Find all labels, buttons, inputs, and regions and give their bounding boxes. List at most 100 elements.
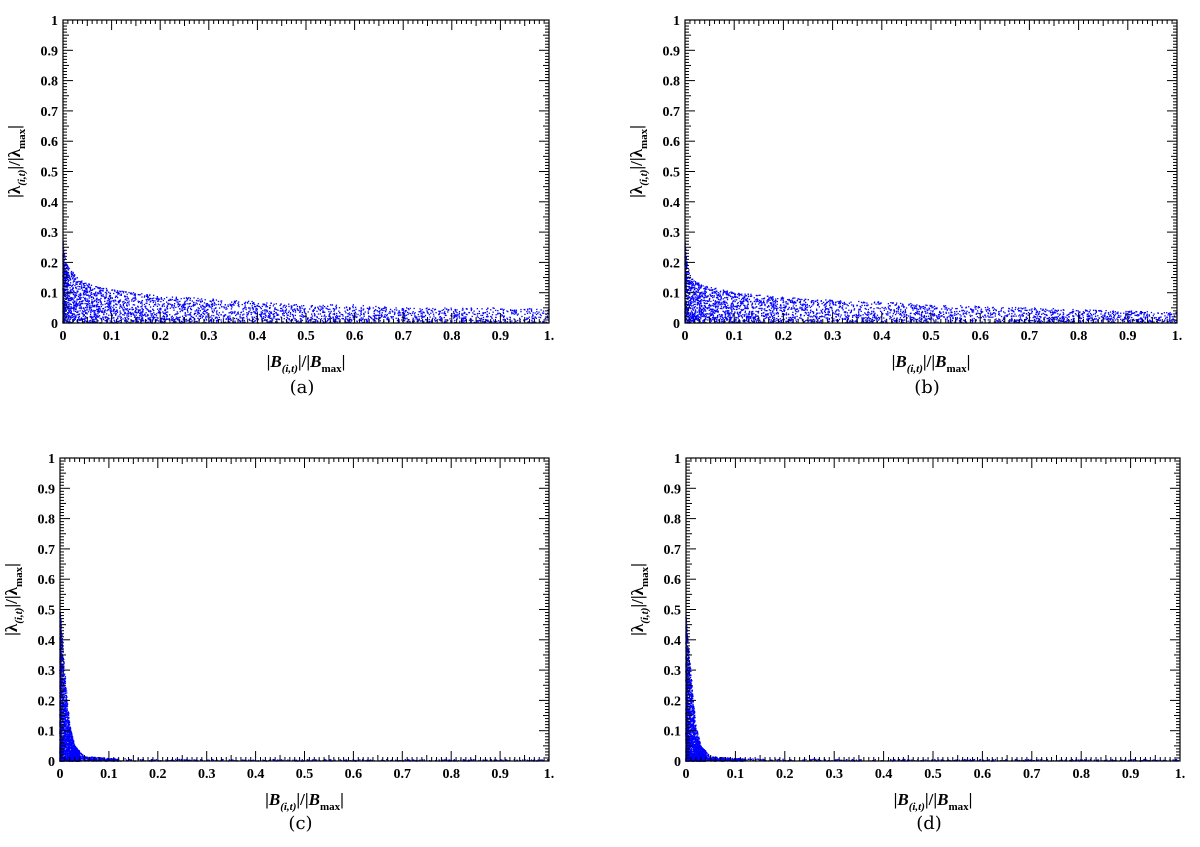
data-point (693, 298, 695, 300)
data-point (176, 311, 178, 313)
data-point (431, 310, 433, 312)
data-point (532, 314, 534, 316)
data-point (901, 305, 903, 307)
data-point (183, 302, 185, 305)
data-point (303, 310, 305, 312)
data-point (86, 300, 88, 302)
data-point (122, 303, 125, 305)
data-point (316, 315, 318, 318)
data-point (686, 280, 688, 282)
data-point (715, 320, 717, 323)
data-point (67, 282, 70, 284)
data-point (447, 309, 449, 311)
data-point (843, 318, 845, 320)
data-point (233, 301, 236, 304)
data-point (462, 307, 464, 310)
data-point (64, 305, 66, 307)
data-point (893, 311, 895, 313)
data-point (71, 273, 74, 276)
data-point (66, 271, 68, 273)
data-point (264, 319, 266, 321)
data-point (510, 309, 512, 312)
data-point (466, 313, 468, 316)
data-point (176, 317, 178, 320)
data-point (722, 292, 725, 294)
data-point (231, 301, 233, 303)
data-point (461, 312, 463, 315)
data-point (140, 315, 143, 317)
data-point (1089, 315, 1091, 317)
data-point (95, 293, 97, 295)
data-point (70, 317, 72, 319)
data-point (746, 297, 749, 300)
data-point (409, 307, 411, 310)
data-point (233, 312, 235, 314)
data-point (211, 304, 213, 306)
data-point (104, 303, 106, 305)
data-point (398, 319, 400, 321)
data-point (502, 309, 505, 312)
data-point (263, 303, 265, 305)
data-point (158, 304, 161, 306)
data-point (406, 317, 408, 319)
data-point (89, 308, 91, 310)
data-point (1030, 309, 1032, 311)
data-point (124, 301, 127, 304)
data-point (383, 316, 385, 318)
data-point (1132, 312, 1134, 315)
data-point (145, 302, 147, 304)
data-point (921, 317, 923, 319)
data-point (169, 314, 171, 316)
data-point (108, 299, 110, 302)
data-point (720, 305, 723, 307)
data-point (720, 303, 722, 305)
data-point (67, 299, 70, 301)
data-point (813, 301, 815, 304)
data-point (91, 293, 93, 295)
data-point (77, 313, 79, 316)
data-point (137, 300, 139, 302)
data-point (276, 313, 279, 315)
data-point (78, 294, 80, 296)
y-tick-label: 1 (51, 14, 58, 29)
data-point (286, 317, 289, 319)
data-point (197, 297, 199, 300)
data-point (115, 306, 117, 309)
data-point (1105, 318, 1107, 320)
data-point (90, 289, 93, 292)
data-point (211, 303, 214, 306)
data-point (74, 300, 76, 302)
data-point (470, 307, 472, 309)
data-point (82, 310, 84, 313)
data-point (713, 309, 715, 311)
data-point (83, 286, 86, 289)
data-point (95, 306, 98, 308)
data-point (66, 297, 68, 299)
data-point (324, 314, 326, 316)
data-point (98, 307, 100, 310)
data-point (122, 313, 124, 316)
data-point (468, 319, 471, 321)
data-point (705, 288, 707, 290)
data-point (311, 310, 314, 312)
data-point (820, 300, 823, 302)
data-point (94, 315, 96, 317)
data-point (69, 293, 71, 295)
data-point (691, 311, 693, 313)
data-point (174, 321, 177, 323)
data-point (284, 304, 286, 306)
data-point (204, 299, 206, 301)
data-point (304, 308, 306, 310)
data-point (70, 306, 72, 308)
data-point (450, 309, 453, 311)
data-point (1090, 317, 1092, 319)
data-point (174, 302, 176, 305)
data-point (97, 309, 100, 311)
data-point (287, 314, 289, 316)
data-point (846, 317, 848, 319)
data-point (397, 314, 400, 316)
data-point (63, 308, 65, 310)
data-point (992, 309, 995, 311)
data-point (531, 319, 533, 322)
data-point (738, 308, 740, 310)
